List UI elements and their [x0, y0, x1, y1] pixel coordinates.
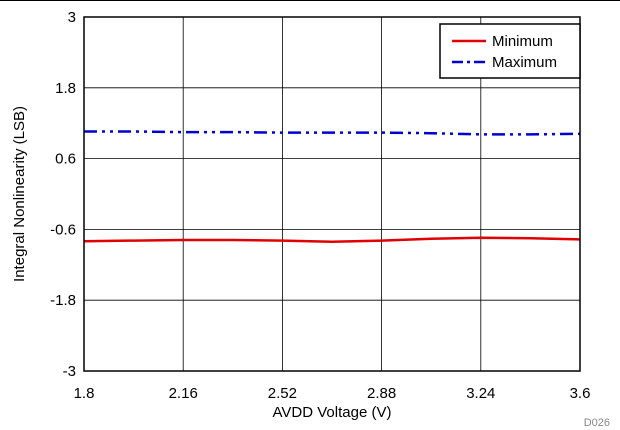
series-layer [83, 130, 581, 244]
y-tick-label: 0.6 [55, 151, 76, 168]
legend-label-maximum: Maximum [492, 54, 557, 71]
series-line-maximum [84, 130, 581, 136]
x-tick-label: 2.88 [367, 385, 396, 402]
y-tick-label: 3 [68, 9, 76, 26]
plot-frame [83, 16, 581, 372]
x-tick-label: 3.24 [466, 385, 495, 402]
x-tick-label: 1.8 [74, 385, 95, 402]
x-tick-labels: 1.8 2.16 2.52 2.88 3.24 3.6 [74, 385, 591, 402]
x-axis-title: AVDD Voltage (V) [273, 404, 392, 421]
x-tick-label: 2.16 [169, 385, 198, 402]
y-tick-labels: 3 1.8 0.6 -0.6 -1.8 -3 [50, 9, 76, 380]
top-rule [0, 0, 620, 1]
y-tick-label: 1.8 [55, 80, 76, 97]
x-tick-label: 3.6 [570, 385, 591, 402]
legend: Minimum Maximum [439, 23, 581, 79]
y-tick-label: -1.8 [50, 292, 76, 309]
figure-id: D026 [584, 417, 610, 429]
y-axis-title: Integral Nonlinearity (LSB) [11, 106, 28, 282]
y-tick-label: -3 [63, 363, 76, 380]
x-tick-label: 2.52 [268, 385, 297, 402]
y-tick-label: -0.6 [50, 221, 76, 238]
legend-label-minimum: Minimum [492, 33, 553, 50]
legend-box [439, 23, 581, 79]
series-line-minimum [83, 236, 581, 244]
